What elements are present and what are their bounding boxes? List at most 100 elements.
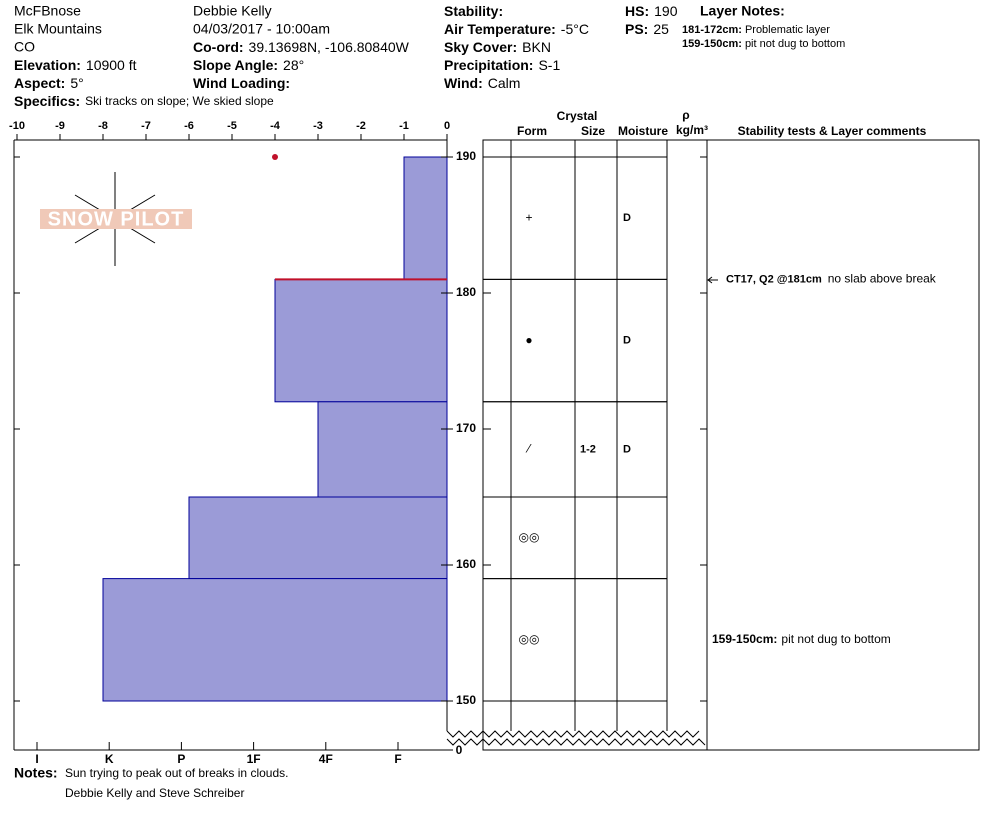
layer-note-range: 181-172cm: <box>682 24 742 36</box>
stability-label: Stability: <box>444 3 503 19</box>
layer-comment-text: pit not dug to bottom <box>781 632 890 646</box>
air-temp-value: -5°C <box>561 21 589 37</box>
y-tick-label: 150 <box>456 693 476 707</box>
header-comments: Stability tests & Layer comments <box>738 124 927 138</box>
sky: Sky Cover: BKN <box>444 39 551 55</box>
air-temp-label: Air Temperature: <box>444 21 556 37</box>
hardness-label: P <box>177 752 185 766</box>
layer-notes-title: Layer Notes: <box>700 3 785 19</box>
crystal-form: ● <box>525 333 532 347</box>
precip: Precipitation: S-1 <box>444 57 560 73</box>
slope-value: 28° <box>283 57 304 73</box>
moisture: D <box>623 335 631 347</box>
observer: Debbie Kelly <box>193 3 272 19</box>
header-crystal: Crystal <box>557 109 598 123</box>
ps-value: 25 <box>653 21 669 37</box>
x-tick-label: 0 <box>444 120 450 132</box>
ps-label: PS: <box>625 21 648 37</box>
aspect-value: 5° <box>70 75 83 91</box>
hs-value: 190 <box>654 3 678 19</box>
elevation: Elevation: 10900 ft <box>14 57 137 73</box>
layer-comment: 159-150cm: pit not dug to bottom <box>712 632 891 646</box>
layer-note: 181-172cm: Problematic layer <box>682 24 830 36</box>
hardness-label: K <box>105 752 114 766</box>
hardness-bar <box>403 156 448 280</box>
layer-note-range: 159-150cm: <box>682 38 742 50</box>
crystal-form: ◎◎ <box>519 530 540 544</box>
site-range: Elk Mountains <box>14 21 102 37</box>
elevation-label: Elevation: <box>14 57 81 73</box>
hardness-bar <box>102 578 448 702</box>
bottom-tick-label: 0 <box>456 743 463 757</box>
slope: Slope Angle: 28° <box>193 57 304 73</box>
hardness-label: I <box>35 752 38 766</box>
notes-label: Notes: <box>14 765 58 781</box>
hardness-label: 4F <box>319 752 333 766</box>
sky-label: Sky Cover: <box>444 39 517 55</box>
depth-break <box>446 730 706 746</box>
y-tick-label: 180 <box>456 285 476 299</box>
sky-value: BKN <box>522 39 551 55</box>
coord: Co-ord: 39.13698N, -106.80840W <box>193 39 410 55</box>
aspect-label: Aspect: <box>14 75 65 91</box>
hardness-bar <box>274 278 448 403</box>
y-tick-label: 160 <box>456 557 476 571</box>
hardness-bar <box>317 401 448 498</box>
specifics: Specifics: Ski tracks on slope; We skied … <box>14 93 274 109</box>
air-temp: Air Temperature: -5°C <box>444 21 589 37</box>
wind-loading-label: Wind Loading: <box>193 75 290 91</box>
header-moisture: Moisture <box>618 124 668 138</box>
wind-label: Wind: <box>444 75 483 91</box>
header-form: Form <box>517 124 547 138</box>
aspect: Aspect: 5° <box>14 75 84 91</box>
header-density: kg/m³ <box>676 123 708 137</box>
layer-note: 159-150cm: pit not dug to bottom <box>682 38 845 50</box>
precip-value: S-1 <box>538 57 560 73</box>
layer-note-text: pit not dug to bottom <box>745 38 845 50</box>
stability: Stability: <box>444 3 503 19</box>
slope-label: Slope Angle: <box>193 57 278 73</box>
specifics-value: Ski tracks on slope; We skied slope <box>85 94 274 108</box>
crystal-form: + <box>525 210 532 224</box>
logo-text: SNOW PILOT <box>48 208 185 230</box>
crystal-size: 1-2 <box>580 443 596 455</box>
header-size: Size <box>581 124 605 138</box>
precip-label: Precipitation: <box>444 57 533 73</box>
moisture: D <box>623 443 631 455</box>
logo <box>40 172 192 266</box>
hs-label: HS: <box>625 3 649 19</box>
layer-comment-label: 159-150cm: <box>712 632 777 646</box>
x-tick-label: -9 <box>55 120 65 132</box>
specifics-label: Specifics: <box>14 93 80 109</box>
stability-test: CT17, Q2 @181cm no slab above break <box>726 272 937 286</box>
wind-value: Calm <box>488 75 521 91</box>
hardness-label: F <box>394 752 401 766</box>
wind: Wind: Calm <box>444 75 520 91</box>
stability-test-label: CT17, Q2 @181cm <box>726 273 822 285</box>
crystal-form: ⁄ <box>525 442 532 456</box>
temperature-point <box>272 154 278 160</box>
stability-test-text: no slab above break <box>828 272 937 286</box>
x-tick-label: -6 <box>184 120 194 132</box>
header-rho: ρ <box>682 108 689 122</box>
crystal-form: ◎◎ <box>519 632 540 646</box>
x-tick-label: -7 <box>141 120 151 132</box>
moisture: D <box>623 212 631 224</box>
hardness-label: 1F <box>247 752 261 766</box>
test-arrow <box>707 276 718 284</box>
x-tick-label: -10 <box>9 120 25 132</box>
datetime: 04/03/2017 - 10:00am <box>193 21 330 37</box>
x-tick-label: -5 <box>227 120 237 132</box>
elevation-value: 10900 ft <box>86 57 137 73</box>
site-name: McFBnose <box>14 3 81 19</box>
site-state: CO <box>14 39 35 55</box>
hs: HS: 190 <box>625 3 678 19</box>
x-tick-label: -4 <box>270 120 281 132</box>
notes-line: Debbie Kelly and Steve Schreiber <box>65 786 244 800</box>
hardness-bar <box>188 496 448 580</box>
y-tick-label: 170 <box>456 421 476 435</box>
notes-line: Sun trying to peak out of breaks in clou… <box>65 766 288 780</box>
wind-loading: Wind Loading: <box>193 75 290 91</box>
x-tick-label: -8 <box>98 120 108 132</box>
